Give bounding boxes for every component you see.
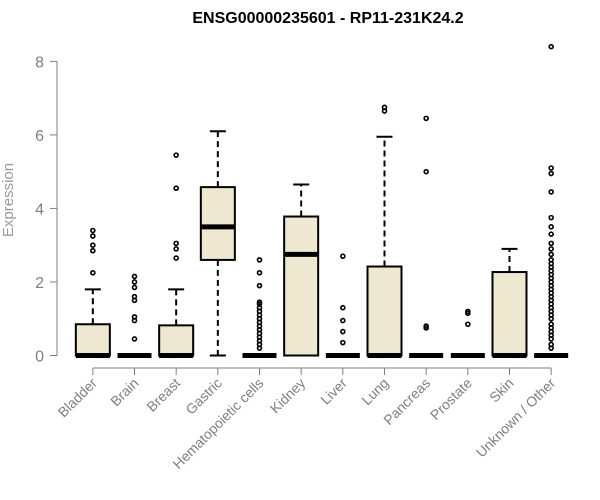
y-tick-label: 4 — [35, 201, 44, 218]
x-tick-label: Skin — [486, 375, 517, 406]
outlier-point — [548, 214, 554, 221]
outlier-point — [548, 240, 554, 247]
outlier-point — [340, 253, 346, 260]
outlier-point — [381, 104, 388, 111]
box-kidney — [283, 183, 320, 357]
outlier-point — [173, 246, 179, 252]
box-hematopoietic-cells — [242, 257, 277, 358]
outlier-point — [423, 168, 429, 175]
x-tick-label: Bladder — [55, 375, 101, 421]
outlier-point — [465, 308, 471, 315]
outlier-point — [548, 43, 554, 50]
outlier-point — [465, 321, 471, 328]
outlier-point — [90, 227, 96, 234]
y-tick-label: 8 — [35, 54, 44, 71]
outlier-point — [131, 336, 138, 342]
x-tick-label: Brain — [107, 375, 141, 409]
outlier-point — [173, 240, 179, 247]
box-liver — [325, 253, 360, 358]
outlier-point — [173, 185, 179, 192]
outlier-point — [256, 299, 263, 305]
box-body — [491, 271, 528, 357]
outlier-point — [548, 251, 554, 258]
box-lung — [366, 104, 403, 358]
outlier-point — [256, 282, 263, 289]
outlier-point — [256, 257, 263, 263]
outlier-point — [423, 323, 429, 329]
outlier-point — [548, 189, 554, 195]
outlier-point — [548, 246, 554, 252]
outlier-point — [131, 273, 138, 280]
box-body — [283, 215, 320, 357]
outlier-point — [548, 231, 554, 237]
outlier-point — [548, 257, 554, 263]
box-bladder — [74, 227, 111, 358]
outlier-point — [548, 224, 554, 230]
box-body — [158, 324, 195, 357]
x-tick-label: Kidney — [267, 375, 309, 417]
outlier-point — [131, 284, 138, 291]
box-gastric — [199, 130, 236, 357]
outlier-point — [340, 328, 346, 335]
box-brain — [117, 273, 152, 358]
outlier-point — [548, 321, 554, 328]
y-tick-label: 2 — [35, 275, 44, 292]
y-axis: 0 2 4 6 8 — [35, 54, 58, 366]
outlier-point — [131, 293, 138, 300]
box-pancreas — [409, 115, 444, 358]
outlier-point — [340, 317, 346, 324]
box-unknown-other — [534, 43, 569, 358]
box-body — [199, 186, 236, 261]
outlier-point — [548, 165, 554, 171]
outlier-point — [131, 314, 138, 320]
y-axis-label: Expression — [0, 163, 17, 237]
x-tick-label: Lung — [358, 375, 391, 408]
y-tick-label: 6 — [35, 128, 44, 145]
outlier-point — [90, 242, 96, 249]
x-tick-label: Breast — [143, 375, 183, 415]
outlier-point — [340, 304, 346, 311]
x-tick-label: Unknown / Other — [473, 375, 559, 461]
x-tick-label: Prostate — [427, 375, 475, 423]
outlier-point — [173, 152, 179, 158]
outlier-point — [131, 279, 138, 285]
outlier-point — [90, 233, 96, 239]
outlier-point — [548, 341, 554, 348]
y-tick-label: 0 — [35, 349, 44, 366]
box-body — [74, 323, 111, 357]
outlier-point — [548, 170, 554, 177]
outlier-point — [90, 247, 96, 254]
outlier-point — [340, 339, 346, 346]
outlier-point — [423, 115, 429, 122]
box-prostate — [450, 308, 485, 358]
box-body — [366, 265, 403, 357]
x-tick-label: Liver — [317, 375, 350, 408]
box-series — [74, 43, 569, 358]
box-skin — [491, 247, 528, 358]
outlier-point — [90, 269, 96, 276]
box-breast — [158, 152, 195, 358]
chart-title: ENSG00000235601 - RP11-231K24.2 — [192, 10, 463, 27]
outlier-point — [256, 269, 263, 276]
outlier-point — [173, 255, 179, 261]
